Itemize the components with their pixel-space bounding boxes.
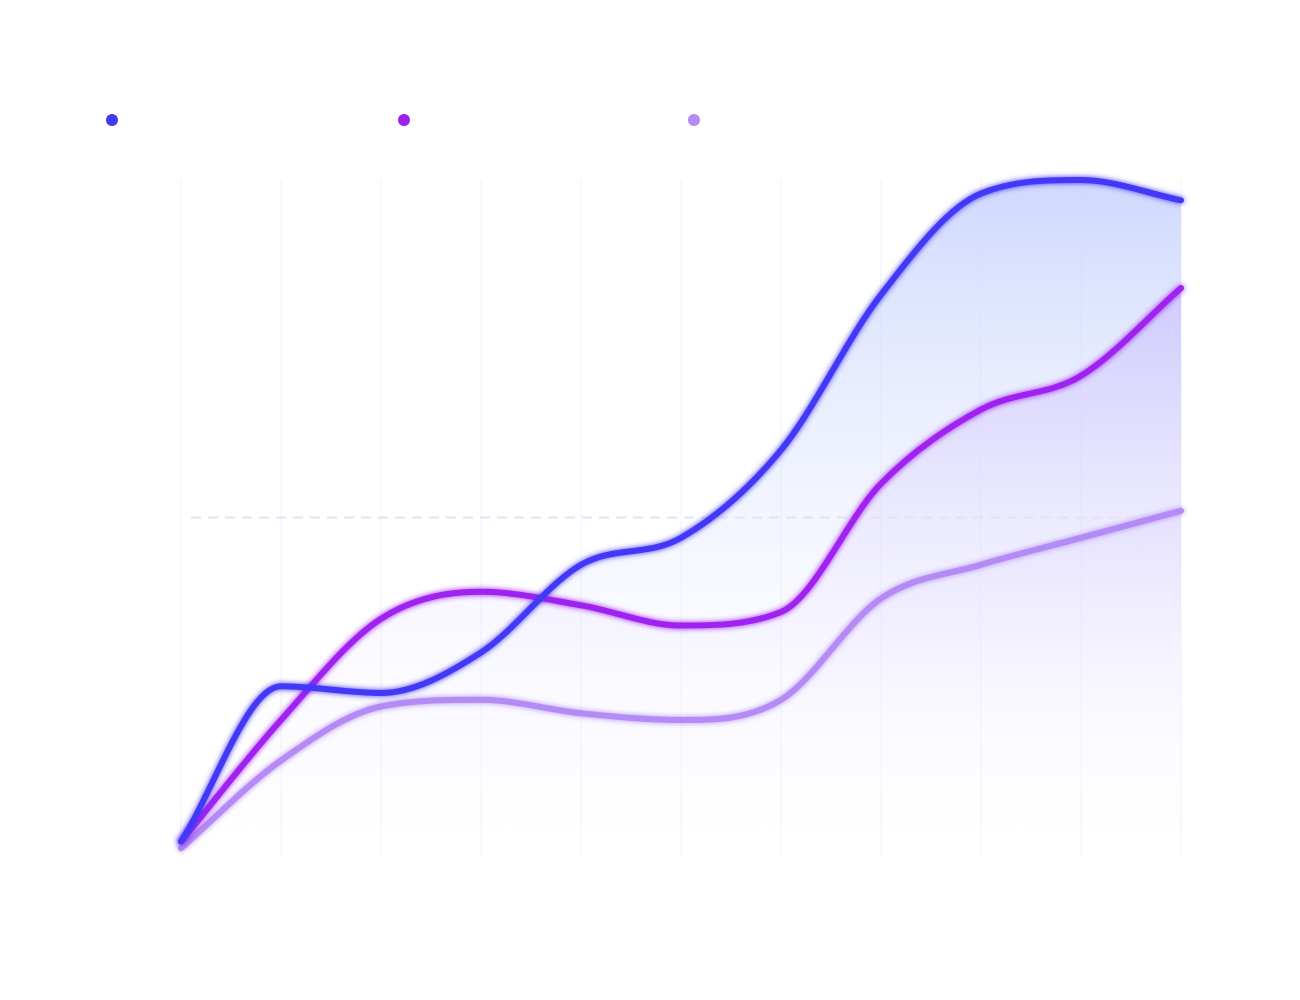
chart-legend [0,112,1300,128]
data-point-series-3-8 [978,562,984,568]
data-point-series-1-5 [678,535,684,541]
data-point-series-1-6 [778,447,784,453]
series-lines [178,177,1184,852]
data-point-series-3-1 [278,758,284,764]
data-point-series-1-3 [478,650,484,656]
data-point-series-2-9 [1078,373,1084,379]
legend-item-series-2[interactable] [398,112,410,128]
data-point-series-3-3 [478,697,484,703]
data-point-series-1-0 [178,839,184,845]
data-point-series-2-10 [1178,285,1184,291]
data-point-series-2-1 [278,717,284,723]
data-point-series-2-2 [378,616,384,622]
legend-item-series-3[interactable] [688,112,700,128]
data-point-series-1-9 [1078,177,1084,183]
data-point-series-3-7 [878,596,884,602]
data-point-series-1-4 [578,562,584,568]
legend-marker-series-2 [398,114,410,126]
data-point-series-1-10 [1178,197,1184,203]
legend-marker-series-3 [688,114,700,126]
line-series-2 [178,285,1184,845]
legend-item-series-1[interactable] [106,112,118,128]
data-point-series-1-8 [978,191,984,197]
data-point-series-3-4 [578,710,584,716]
data-point-series-1-2 [378,690,384,696]
data-point-series-2-6 [778,609,784,615]
area-fills [181,180,1181,855]
line-series-3 [178,507,1184,852]
data-point-series-3-9 [1078,535,1084,541]
area-fill-series-3 [181,510,1181,855]
data-point-series-2-8 [978,407,984,413]
legend-marker-series-1 [106,114,118,126]
data-point-series-2-7 [878,481,884,487]
data-point-series-3-5 [678,717,684,723]
data-point-series-1-7 [878,292,884,298]
data-point-series-1-1 [278,683,284,689]
line-series-1 [178,177,1184,845]
data-point-series-3-10 [1178,508,1184,514]
data-point-series-3-6 [778,697,784,703]
data-point-series-2-5 [678,623,684,629]
data-point-series-3-2 [378,704,384,710]
data-point-series-2-3 [478,589,484,595]
data-point-series-2-4 [578,602,584,608]
data-point-series-3-0 [178,845,184,851]
